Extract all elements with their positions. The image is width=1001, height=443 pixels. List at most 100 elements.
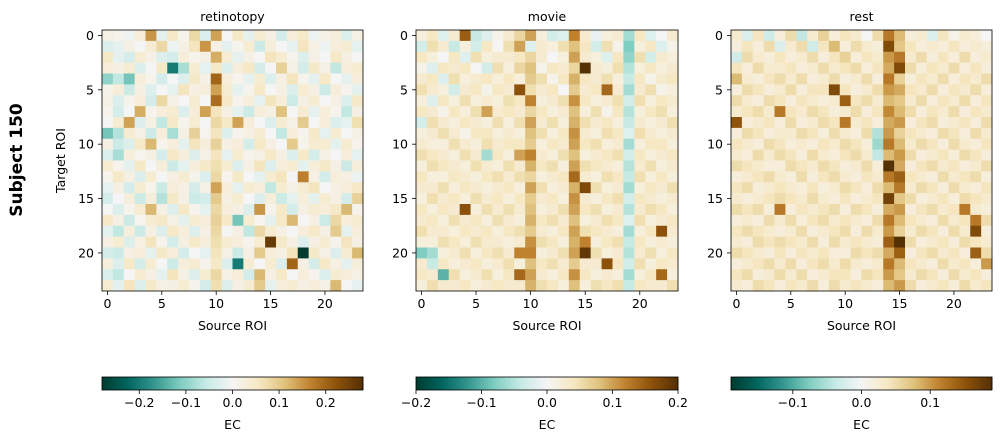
heatmap-cell [568, 62, 581, 74]
heatmap-cell [741, 51, 754, 64]
heatmap-cell [145, 171, 157, 183]
heatmap-cell [178, 95, 190, 107]
heatmap-cell [145, 160, 157, 172]
heatmap-cell [959, 62, 971, 74]
x-tick-label: 15 [892, 296, 908, 311]
heatmap-cell [656, 204, 668, 216]
colorbar-segment [646, 377, 649, 390]
heatmap-cell [470, 127, 482, 140]
heatmap-cell [883, 84, 895, 96]
heatmap-cell [905, 73, 917, 85]
y-tick-label: 10 [707, 137, 723, 152]
heatmap-cell [297, 62, 310, 74]
heatmap-cell [189, 95, 201, 107]
colorbar-segment [752, 377, 755, 390]
heatmap-cell [352, 171, 364, 183]
heatmap-cell [297, 73, 310, 85]
heatmap-cell [807, 138, 819, 151]
colorbar-segment [206, 377, 209, 390]
heatmap-cell [731, 280, 743, 292]
heatmap-cell [828, 160, 841, 172]
heatmap-cell [807, 117, 819, 129]
heatmap-cell [752, 171, 765, 183]
heatmap-cell [221, 127, 233, 140]
heatmap-cell [905, 171, 917, 183]
heatmap-cell [352, 160, 364, 172]
heatmap-cell [796, 127, 808, 140]
heatmap-cell [612, 84, 624, 96]
heatmap-cell [536, 214, 548, 227]
colorbar-segment [807, 377, 810, 390]
colorbar-segment [902, 377, 905, 390]
heatmap-cell [254, 269, 266, 281]
heatmap-cell [828, 182, 841, 194]
heatmap-cell [872, 214, 884, 227]
heatmap-cell [145, 236, 157, 248]
heatmap-cell [894, 117, 906, 129]
heatmap-cell [731, 106, 743, 118]
heatmap-cell [741, 149, 754, 161]
heatmap-cell [265, 171, 277, 183]
heatmap-cell [459, 117, 471, 129]
heatmap-cell [828, 269, 841, 281]
heatmap-cell [341, 280, 353, 292]
heatmap-cell [883, 225, 895, 238]
colorbar-segment [628, 377, 631, 390]
heatmap-cell [470, 214, 482, 227]
heatmap-cell [514, 30, 526, 42]
colorbar-segment [796, 377, 799, 390]
heatmap-cell [492, 106, 504, 118]
heatmap-cell [243, 236, 255, 248]
colorbar-segment [982, 377, 985, 390]
heatmap-cell [579, 62, 592, 74]
heatmap-cell [741, 73, 754, 85]
colorbar-segment [734, 377, 737, 390]
heatmap-cell [514, 127, 526, 140]
colorbar-segment [627, 377, 630, 390]
heatmap-cell [872, 127, 884, 140]
heatmap-cell [265, 193, 277, 205]
heatmap-cell [134, 138, 146, 151]
heatmap-cell [667, 247, 679, 259]
axes-frame [730, 29, 993, 292]
heatmap-cell [448, 95, 461, 107]
heatmap-cell [437, 269, 450, 281]
heatmap-cell [481, 51, 493, 64]
heatmap-cell [199, 258, 212, 270]
heatmap-cell [785, 40, 797, 53]
heatmap-cell [883, 204, 895, 216]
colorbar-segment [659, 377, 663, 390]
heatmap-cell [503, 236, 515, 248]
heatmap-cell [937, 193, 949, 205]
heatmap-cell [525, 204, 537, 216]
heatmap-cell [915, 247, 928, 259]
heatmap-cell [492, 62, 504, 74]
heatmap-cell [156, 258, 168, 270]
heatmap-cell [568, 258, 581, 270]
heatmap-cell [134, 204, 146, 216]
heatmap-cell [341, 269, 353, 281]
colorbar-segment [499, 377, 502, 390]
heatmap-cell [590, 51, 602, 64]
heatmap-cell [416, 171, 428, 183]
colorbar-segment [801, 377, 804, 390]
heatmap-cell [503, 193, 515, 205]
heatmap-cell [623, 171, 635, 183]
heatmap-cell [861, 127, 873, 140]
heatmap-cell [741, 84, 754, 96]
heatmap-cell [883, 138, 895, 151]
heatmap-cell [210, 214, 223, 227]
colorbar-segment [335, 377, 338, 390]
heatmap-cell [752, 225, 765, 238]
colorbar-segment [881, 377, 884, 390]
heatmap-cell [514, 182, 526, 194]
heatmap-cell [601, 225, 613, 238]
heatmap-cell [178, 62, 190, 74]
heatmap-cell [297, 95, 310, 107]
heatmap-cell [426, 280, 439, 292]
heatmap-cell [352, 182, 364, 194]
heatmap-cell [210, 51, 223, 64]
heatmap-cell [525, 84, 537, 96]
heatmap-cell [286, 280, 299, 292]
heatmap-cell [807, 30, 819, 42]
